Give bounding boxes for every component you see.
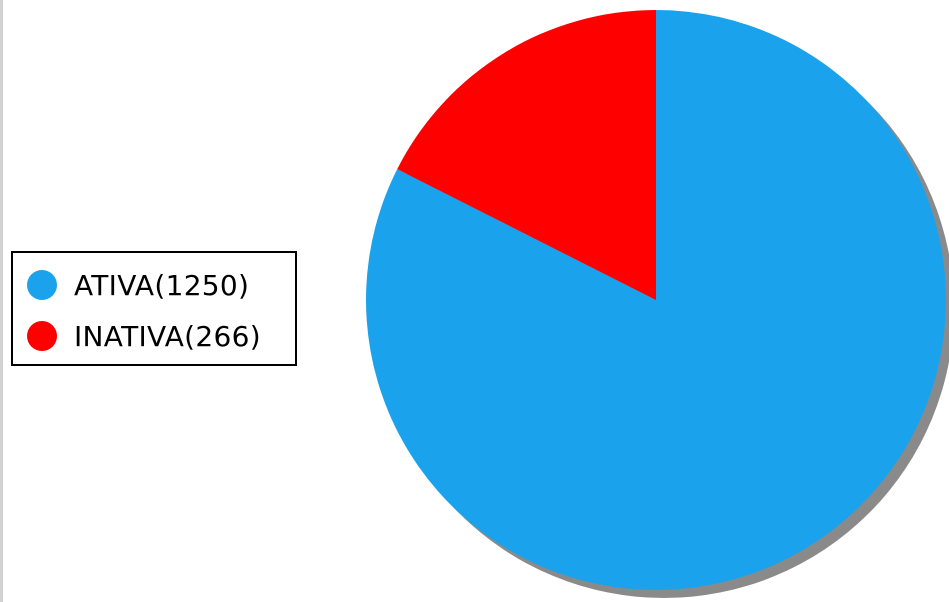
legend-label-ativa: ATIVA(1250) bbox=[74, 268, 250, 302]
legend: ATIVA(1250) INATIVA(266) bbox=[11, 251, 297, 366]
legend-item-inativa: INATIVA(266) bbox=[13, 318, 261, 354]
pie-slices bbox=[365, 9, 947, 590]
pie-slice-inativa bbox=[397, 9, 656, 300]
panel-left-border bbox=[0, 0, 3, 602]
legend-item-ativa: ATIVA(1250) bbox=[13, 267, 249, 303]
legend-swatch-ativa bbox=[27, 270, 57, 300]
legend-swatch-inativa bbox=[27, 321, 57, 351]
legend-label-inativa: INATIVA(266) bbox=[74, 319, 261, 353]
